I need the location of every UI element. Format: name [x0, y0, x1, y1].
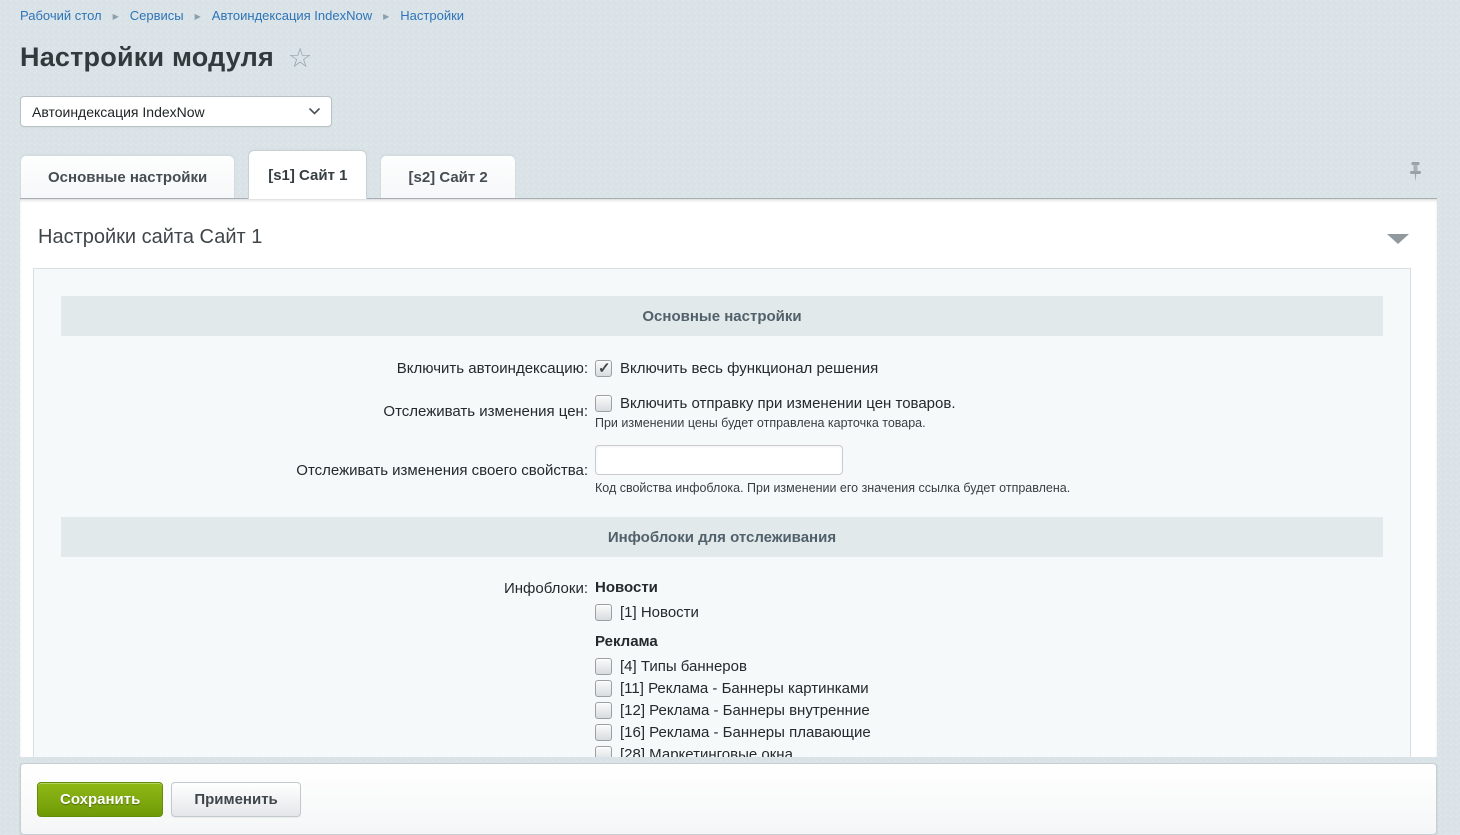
- field-value: Код свойства инфоблока. При изменении ег…: [595, 445, 1070, 495]
- infoblock-checkbox[interactable]: [595, 745, 612, 757]
- infoblock-checkbox[interactable]: [595, 701, 612, 719]
- autoindex-checkbox-row[interactable]: Включить весь функционал решения: [595, 358, 878, 378]
- field-hint: Код свойства инфоблока. При изменении ег…: [595, 481, 1071, 495]
- checkbox-label[interactable]: Включить весь функционал решения: [620, 359, 879, 377]
- infoblock-item[interactable]: [12] Реклама - Баннеры внутренние: [595, 699, 871, 721]
- infoblock-group-name: Новости: [595, 579, 658, 596]
- infoblock-group-news: Новости [1] Новости: [595, 579, 871, 623]
- price-track-checkbox[interactable]: [595, 394, 612, 412]
- settings-form: Основные настройки Включить автоиндексац…: [33, 268, 1411, 757]
- section-heading-infoblocks: Инфоблоки для отслеживания: [61, 517, 1383, 557]
- infoblocks-list: Новости [1] Новости Реклама [4] Типы бан…: [595, 579, 871, 757]
- field-hint: При изменении цены будет отправлена карт…: [595, 416, 926, 430]
- infoblock-checkbox[interactable]: [595, 679, 612, 697]
- autoindex-checkbox[interactable]: [595, 359, 612, 377]
- section-heading-label: Основные настройки: [642, 307, 802, 325]
- save-button[interactable]: Сохранить: [37, 781, 164, 817]
- module-select-value: Автоиндексация IndexNow: [32, 103, 205, 120]
- infoblock-label[interactable]: [4] Типы баннеров: [620, 657, 747, 675]
- chevron-down-icon: [309, 108, 320, 115]
- field-label: Отслеживать изменения своего свойства:: [296, 461, 588, 479]
- infoblock-label[interactable]: [1] Новости: [620, 603, 699, 621]
- infoblock-group-ads: Реклама [4] Типы баннеров [11] Реклама -…: [595, 633, 871, 757]
- breadcrumb: Рабочий стол ▶ Сервисы ▶ Автоиндексация …: [20, 8, 464, 23]
- tab-label: [s1] Сайт 1: [268, 166, 348, 184]
- action-bar: Сохранить Применить: [20, 763, 1437, 835]
- infoblock-checkbox[interactable]: [595, 657, 612, 675]
- tab-bar: Основные настройки [s1] Сайт 1 [s2] Сайт…: [20, 150, 529, 199]
- infoblock-item[interactable]: [1] Новости: [595, 601, 871, 623]
- panel-title: Настройки сайта Сайт 1: [38, 226, 263, 248]
- page-header: Настройки модуля ☆: [20, 42, 312, 73]
- infoblock-checkbox[interactable]: [595, 723, 612, 741]
- breadcrumb-arrow-icon: ▶: [194, 11, 201, 21]
- breadcrumb-link-module[interactable]: Автоиндексация IndexNow: [211, 8, 373, 23]
- form-row-property-track: Отслеживать изменения своего свойства: К…: [61, 445, 1383, 495]
- panel-header: Настройки сайта Сайт 1: [20, 199, 1437, 249]
- form-row-price-track: Отслеживать изменения цен: Включить отпр…: [61, 393, 1383, 430]
- tab-site-1[interactable]: [s1] Сайт 1: [248, 150, 368, 199]
- breadcrumb-link-services[interactable]: Сервисы: [129, 8, 184, 23]
- field-label: Включить автоиндексацию:: [396, 359, 588, 377]
- infoblock-label[interactable]: [28] Маркетинговые окна: [620, 745, 793, 758]
- form-row-infoblocks: Инфоблоки: Новости [1] Новости Реклама […: [61, 579, 1383, 757]
- page-title: Настройки модуля: [20, 42, 274, 72]
- infoblock-label[interactable]: [11] Реклама - Баннеры картинками: [620, 679, 869, 697]
- infoblock-label[interactable]: [16] Реклама - Баннеры плавающие: [620, 723, 871, 741]
- breadcrumb-arrow-icon: ▶: [383, 11, 390, 21]
- infoblock-item[interactable]: [11] Реклама - Баннеры картинками: [595, 677, 871, 699]
- tab-site-2[interactable]: [s2] Сайт 2: [380, 155, 516, 198]
- checkbox-label[interactable]: Включить отправку при изменении цен това…: [620, 394, 956, 412]
- breadcrumb-link-desktop[interactable]: Рабочий стол: [20, 8, 102, 23]
- infoblock-item[interactable]: [16] Реклама - Баннеры плавающие: [595, 721, 871, 743]
- tab-label: [s2] Сайт 2: [408, 168, 488, 186]
- breadcrumb-arrow-icon: ▶: [112, 11, 119, 21]
- field-value: Включить весь функционал решения: [595, 358, 878, 378]
- favorite-star-icon[interactable]: ☆: [287, 43, 313, 73]
- infoblock-checkbox[interactable]: [595, 603, 612, 621]
- field-value: Включить отправку при изменении цен това…: [595, 393, 956, 430]
- pin-settings-top-icon[interactable]: [1407, 162, 1424, 193]
- settings-panel: Настройки сайта Сайт 1 Основные настройк…: [20, 198, 1437, 757]
- section-heading-label: Инфоблоки для отслеживания: [607, 528, 837, 546]
- property-code-input[interactable]: [595, 445, 843, 475]
- apply-button[interactable]: Применить: [171, 781, 301, 817]
- field-label: Отслеживать изменения цен:: [383, 403, 588, 420]
- tab-main-settings[interactable]: Основные настройки: [20, 155, 236, 198]
- module-select[interactable]: Автоиндексация IndexNow: [20, 96, 332, 127]
- form-row-autoindex: Включить автоиндексацию: Включить весь ф…: [61, 358, 1383, 378]
- section-heading-main: Основные настройки: [61, 296, 1383, 336]
- tab-label: Основные настройки: [48, 168, 208, 186]
- infoblock-item[interactable]: [4] Типы баннеров: [595, 655, 871, 677]
- field-label: Инфоблоки:: [503, 580, 588, 597]
- collapse-arrow-icon[interactable]: [1387, 234, 1409, 244]
- infoblock-label[interactable]: [12] Реклама - Баннеры внутренние: [620, 701, 870, 719]
- infoblock-group-name: Реклама: [595, 633, 658, 650]
- price-track-checkbox-row[interactable]: Включить отправку при изменении цен това…: [595, 393, 956, 413]
- infoblock-item[interactable]: [28] Маркетинговые окна: [595, 743, 871, 757]
- breadcrumb-link-settings[interactable]: Настройки: [400, 8, 465, 23]
